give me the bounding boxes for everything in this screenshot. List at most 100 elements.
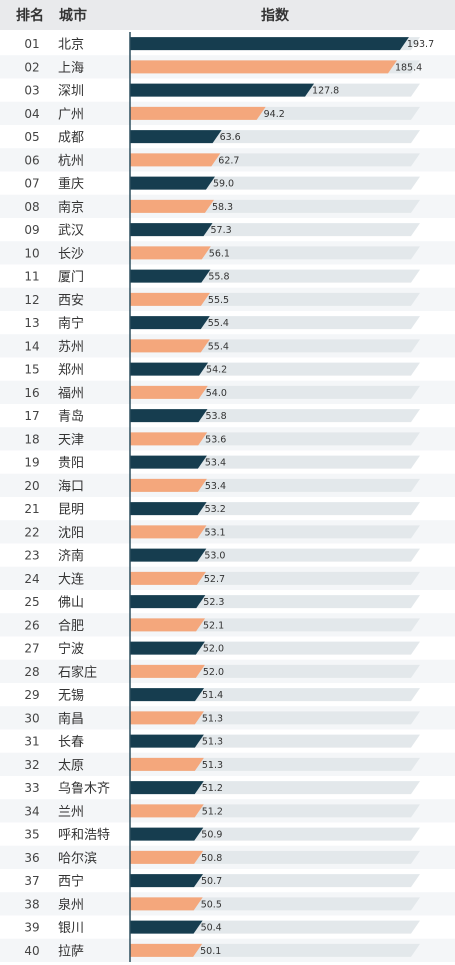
city-label: 厦门 <box>58 270 84 285</box>
value-label: 51.3 <box>202 760 223 771</box>
city-label: 西宁 <box>58 874 84 890</box>
header-rank-label: 排名 <box>16 7 44 24</box>
chart-rows: 01 北京 193.7 02 上海 185.4 03 深圳 127.8 04 广州 94.2 05 成都 6… <box>0 37 455 962</box>
city-label: 乌鲁木齐 <box>58 781 110 797</box>
rank-label: 35 <box>24 828 39 842</box>
rank-label: 19 <box>24 456 39 470</box>
bar <box>130 455 207 469</box>
bar <box>130 571 206 585</box>
bar <box>130 502 207 516</box>
value-label: 52.1 <box>203 620 224 631</box>
bar-track <box>134 920 420 934</box>
value-label: 51.2 <box>202 783 223 794</box>
rank-label: 01 <box>24 37 39 51</box>
bar-track <box>134 571 420 585</box>
value-label: 50.5 <box>201 899 222 910</box>
city-label: 宁波 <box>58 641 84 657</box>
city-label: 无锡 <box>58 689 84 704</box>
bar <box>130 920 203 934</box>
bar <box>130 641 205 655</box>
value-label: 50.4 <box>201 923 222 934</box>
city-label: 呼和浩特 <box>58 828 110 843</box>
bar-track <box>134 502 420 516</box>
value-label: 63.6 <box>220 132 241 143</box>
bar-track <box>134 757 420 771</box>
bar <box>130 781 204 795</box>
bar <box>130 897 203 911</box>
value-label: 54.2 <box>206 365 227 376</box>
bar-track <box>134 781 420 795</box>
value-label: 50.1 <box>200 946 221 957</box>
rank-label: 37 <box>24 874 39 888</box>
rank-label: 16 <box>24 386 39 400</box>
city-label: 长春 <box>58 735 84 750</box>
city-label: 南京 <box>58 199 84 215</box>
header-index-label: 指数 <box>261 7 290 24</box>
value-label: 53.4 <box>205 458 226 469</box>
city-label: 济南 <box>58 548 84 564</box>
value-label: 193.7 <box>407 39 434 50</box>
rank-label: 40 <box>24 944 39 958</box>
bar <box>130 339 210 353</box>
rank-label: 31 <box>24 735 39 749</box>
bar <box>130 362 209 376</box>
bar-track <box>134 455 420 469</box>
bar <box>130 106 266 120</box>
bar <box>130 246 211 260</box>
rank-label: 08 <box>24 200 39 214</box>
rank-label: 28 <box>24 665 39 679</box>
value-label: 57.3 <box>211 225 232 236</box>
bar <box>130 618 206 632</box>
city-label: 银川 <box>58 921 84 936</box>
city-label: 合肥 <box>58 619 84 634</box>
city-label: 北京 <box>58 38 84 53</box>
rank-label: 06 <box>24 153 39 167</box>
bar <box>130 850 204 864</box>
bar <box>130 269 211 283</box>
bar <box>130 688 205 702</box>
bar-track <box>134 409 420 423</box>
bar <box>130 199 214 213</box>
value-label: 55.4 <box>208 341 229 352</box>
city-label: 兰州 <box>58 805 84 820</box>
rank-label: 29 <box>24 688 39 702</box>
bar <box>130 943 203 957</box>
bar <box>130 292 210 306</box>
city-label: 上海 <box>58 61 84 76</box>
value-label: 53.8 <box>205 411 226 422</box>
value-label: 127.8 <box>312 86 339 97</box>
city-label: 杭州 <box>58 154 84 169</box>
bar <box>130 874 204 888</box>
bar-track <box>134 595 420 609</box>
city-label: 青岛 <box>58 409 84 425</box>
bar-track <box>134 850 420 864</box>
bar <box>130 60 397 74</box>
rank-label: 04 <box>24 107 39 121</box>
city-label: 重庆 <box>58 176 84 192</box>
city-label: 哈尔滨 <box>58 850 97 866</box>
city-label: 南昌 <box>58 711 84 727</box>
bar <box>130 385 208 399</box>
value-label: 94.2 <box>264 109 285 120</box>
bar <box>130 223 213 237</box>
rank-label: 21 <box>24 502 39 516</box>
bar <box>130 478 207 492</box>
value-label: 55.5 <box>208 295 229 306</box>
city-label: 福州 <box>58 386 84 401</box>
city-label: 泉州 <box>58 897 84 913</box>
value-label: 51.3 <box>202 713 223 724</box>
bar <box>130 37 409 51</box>
rank-label: 13 <box>24 316 39 330</box>
city-label: 昆明 <box>58 503 84 518</box>
bar <box>130 711 204 725</box>
city-label: 郑州 <box>58 363 84 378</box>
rank-label: 39 <box>24 921 39 935</box>
rank-label: 12 <box>24 293 39 307</box>
value-label: 53.1 <box>204 527 225 538</box>
bar-track <box>134 943 420 957</box>
bar <box>130 757 204 771</box>
bar-track <box>134 478 420 492</box>
rank-label: 11 <box>24 270 39 284</box>
city-label: 大连 <box>58 571 84 587</box>
bar-track <box>134 548 420 562</box>
